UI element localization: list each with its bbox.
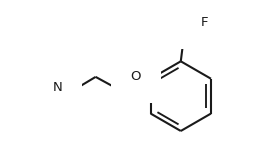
Text: F: F [164, 7, 172, 20]
Text: F: F [201, 16, 208, 29]
Text: N: N [52, 81, 62, 94]
Text: O: O [131, 70, 141, 83]
Text: F: F [184, 0, 192, 13]
